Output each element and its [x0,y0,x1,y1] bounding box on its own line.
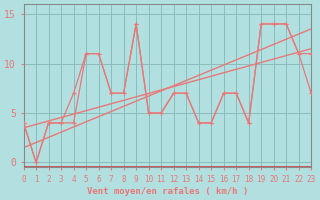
X-axis label: Vent moyen/en rafales ( km/h ): Vent moyen/en rafales ( km/h ) [87,187,248,196]
